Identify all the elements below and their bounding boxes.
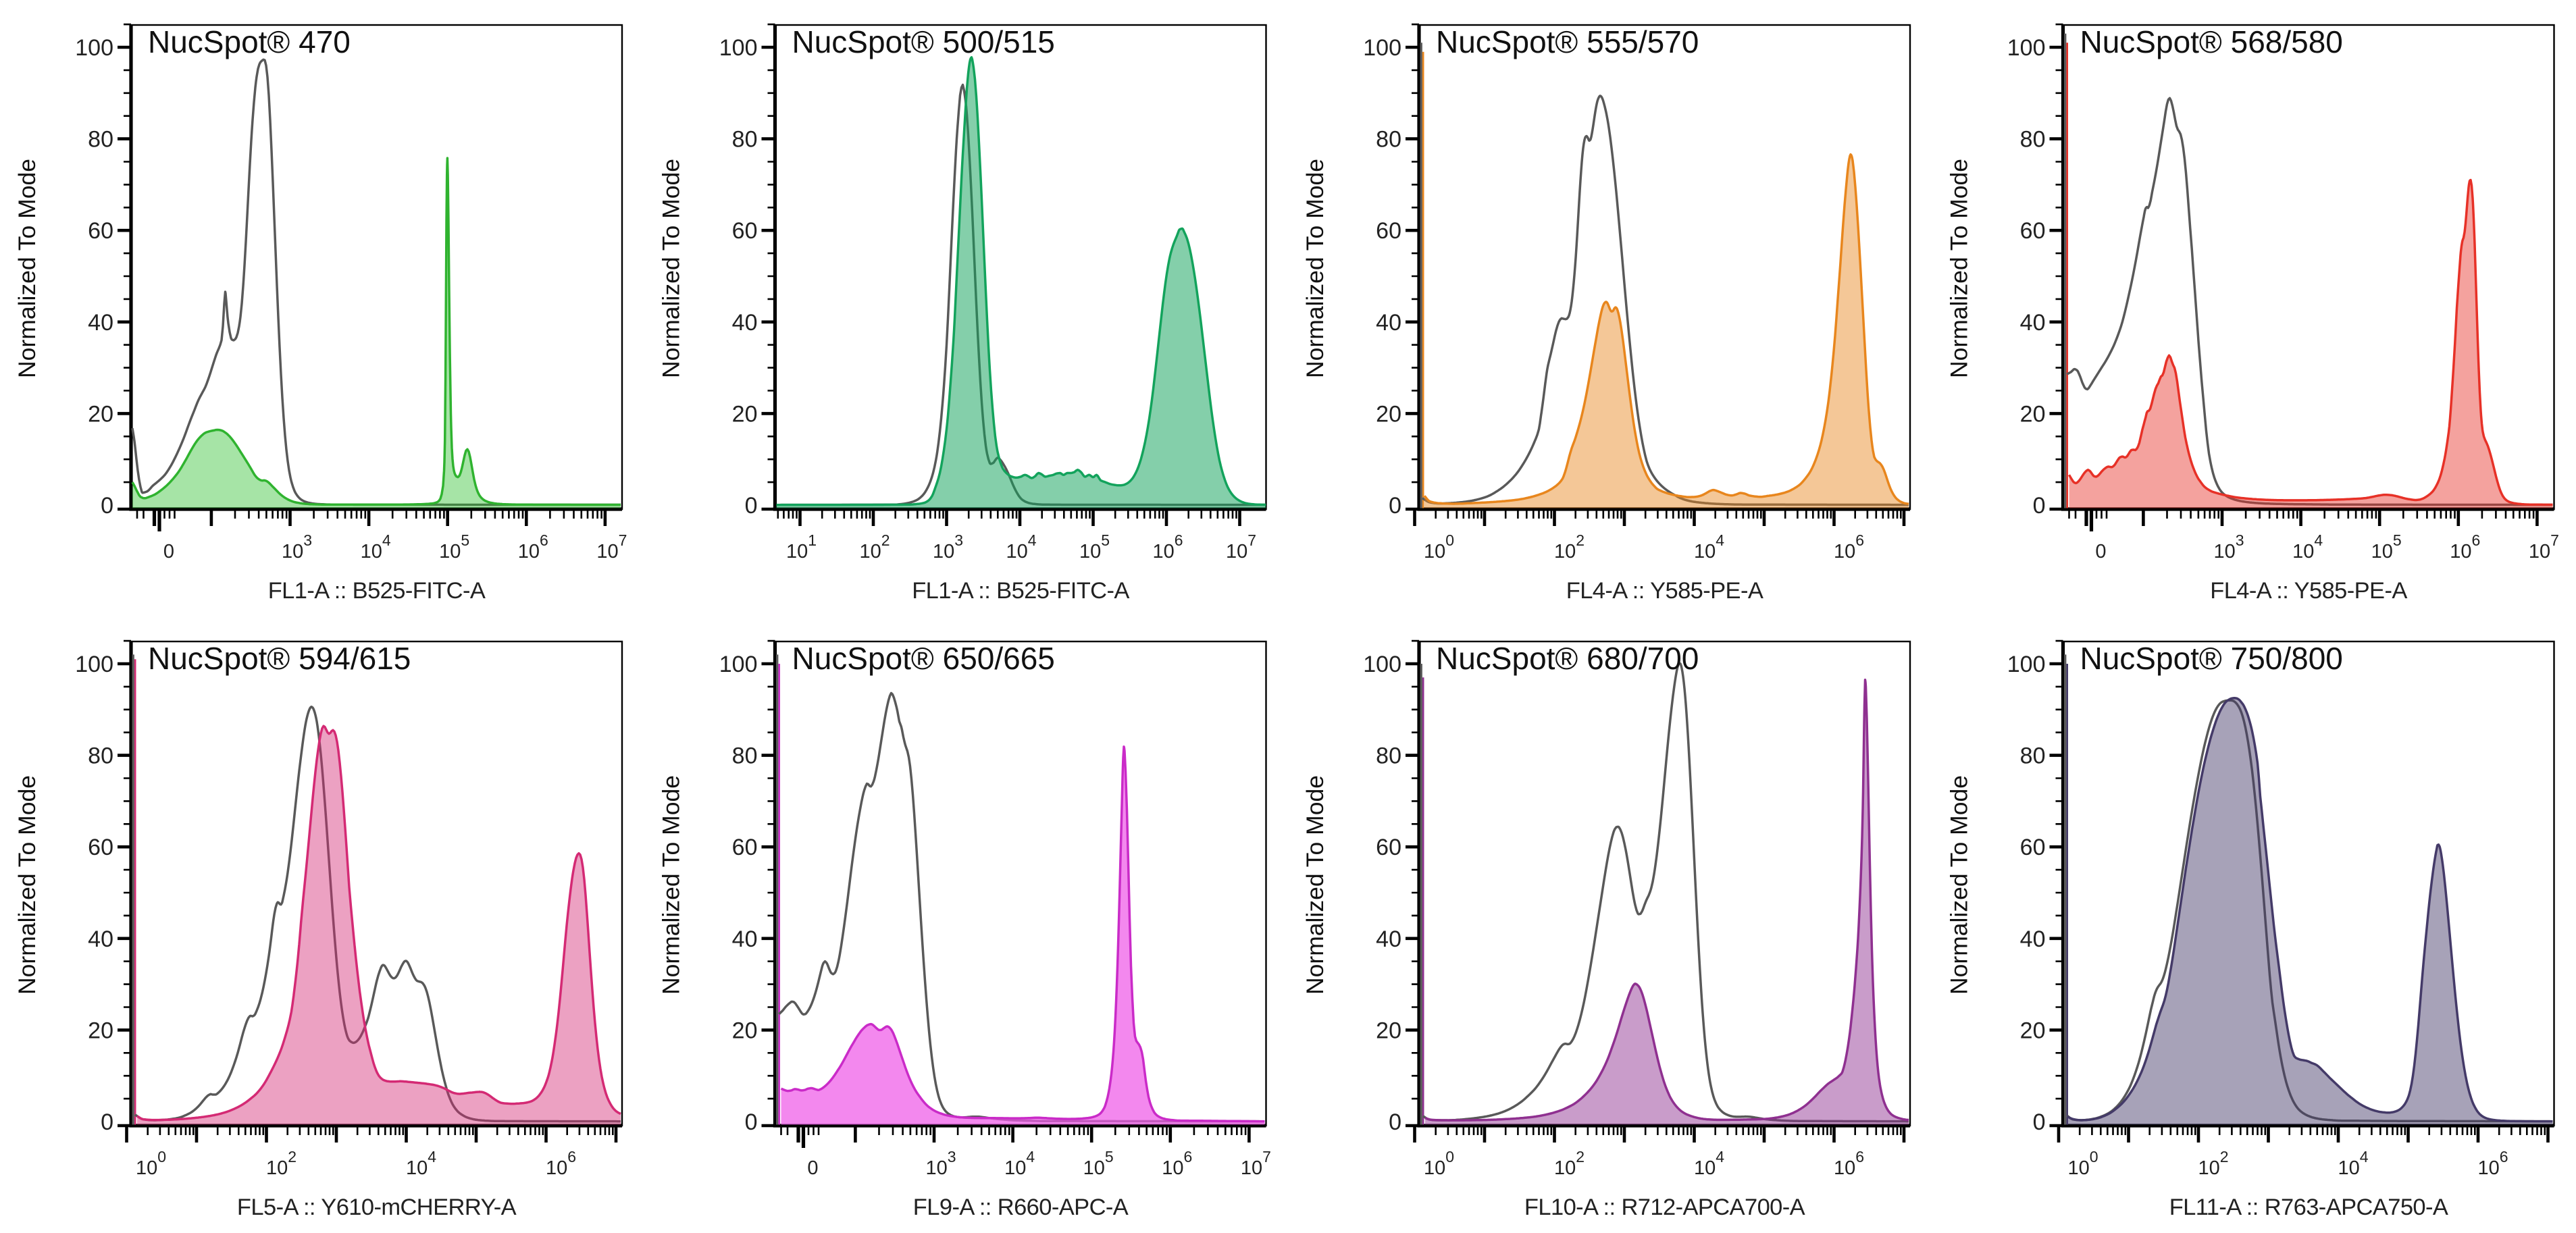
svg-text:FL4-A :: Y585-PE-A: FL4-A :: Y585-PE-A bbox=[2210, 578, 2407, 604]
svg-text:20: 20 bbox=[88, 401, 113, 427]
svg-text:60: 60 bbox=[1376, 218, 1401, 244]
svg-text:60: 60 bbox=[2020, 218, 2046, 244]
svg-text:80: 80 bbox=[1376, 127, 1401, 153]
svg-text:100: 100 bbox=[719, 652, 758, 677]
svg-text:100: 100 bbox=[75, 652, 113, 677]
svg-text:80: 80 bbox=[2020, 743, 2046, 769]
svg-text:0: 0 bbox=[101, 493, 113, 519]
svg-text:FL5-A :: Y610-mCHERRY-A: FL5-A :: Y610-mCHERRY-A bbox=[237, 1195, 517, 1220]
svg-text:100: 100 bbox=[2007, 652, 2046, 677]
svg-text:100: 100 bbox=[719, 35, 758, 61]
svg-text:FL1-A :: B525-FITC-A: FL1-A :: B525-FITC-A bbox=[912, 578, 1129, 604]
svg-text:20: 20 bbox=[1376, 401, 1401, 427]
svg-text:100: 100 bbox=[1363, 35, 1401, 61]
svg-text:FL11-A :: R763-APCA750-A: FL11-A :: R763-APCA750-A bbox=[2169, 1195, 2448, 1220]
svg-text:Normalized To Mode: Normalized To Mode bbox=[1946, 775, 1973, 995]
svg-text:0: 0 bbox=[2095, 541, 2106, 562]
svg-text:40: 40 bbox=[88, 310, 113, 336]
svg-text:80: 80 bbox=[732, 743, 758, 769]
svg-text:100: 100 bbox=[75, 35, 113, 61]
svg-text:0: 0 bbox=[1389, 493, 1401, 519]
svg-text:60: 60 bbox=[88, 218, 113, 244]
svg-text:60: 60 bbox=[732, 835, 758, 860]
svg-text:0: 0 bbox=[745, 1109, 758, 1135]
svg-text:Normalized To Mode: Normalized To Mode bbox=[1302, 159, 1329, 378]
svg-text:60: 60 bbox=[88, 835, 113, 860]
svg-text:40: 40 bbox=[1376, 310, 1401, 336]
svg-text:NucSpot® 650/665: NucSpot® 650/665 bbox=[792, 641, 1055, 676]
svg-text:NucSpot® 568/580: NucSpot® 568/580 bbox=[2080, 24, 2343, 59]
svg-text:0: 0 bbox=[807, 1157, 818, 1179]
svg-text:NucSpot® 750/800: NucSpot® 750/800 bbox=[2080, 641, 2343, 676]
svg-text:40: 40 bbox=[1376, 926, 1401, 952]
svg-text:0: 0 bbox=[2033, 1109, 2046, 1135]
svg-text:40: 40 bbox=[2020, 310, 2046, 336]
svg-text:Normalized To Mode: Normalized To Mode bbox=[1946, 159, 1973, 378]
svg-text:60: 60 bbox=[1376, 835, 1401, 860]
svg-text:FL1-A :: B525-FITC-A: FL1-A :: B525-FITC-A bbox=[268, 578, 486, 604]
svg-text:100: 100 bbox=[2007, 35, 2046, 61]
svg-text:80: 80 bbox=[88, 743, 113, 769]
svg-text:NucSpot® 555/570: NucSpot® 555/570 bbox=[1436, 24, 1699, 59]
svg-text:40: 40 bbox=[88, 926, 113, 952]
svg-text:NucSpot® 680/700: NucSpot® 680/700 bbox=[1436, 641, 1699, 676]
svg-text:NucSpot® 470: NucSpot® 470 bbox=[148, 24, 351, 59]
svg-text:FL4-A :: Y585-PE-A: FL4-A :: Y585-PE-A bbox=[1566, 578, 1763, 604]
svg-text:80: 80 bbox=[88, 127, 113, 153]
svg-text:0: 0 bbox=[2033, 493, 2046, 519]
svg-text:20: 20 bbox=[2020, 401, 2046, 427]
svg-text:0: 0 bbox=[1389, 1109, 1401, 1135]
svg-text:Normalized To Mode: Normalized To Mode bbox=[1302, 775, 1329, 995]
svg-text:40: 40 bbox=[732, 926, 758, 952]
svg-text:Normalized To Mode: Normalized To Mode bbox=[14, 775, 41, 995]
svg-text:Normalized To Mode: Normalized To Mode bbox=[658, 775, 685, 995]
svg-text:0: 0 bbox=[163, 541, 174, 562]
svg-text:80: 80 bbox=[732, 127, 758, 153]
svg-text:20: 20 bbox=[88, 1018, 113, 1043]
svg-text:NucSpot® 500/515: NucSpot® 500/515 bbox=[792, 24, 1055, 59]
svg-text:40: 40 bbox=[2020, 926, 2046, 952]
svg-text:60: 60 bbox=[732, 218, 758, 244]
svg-text:Normalized To Mode: Normalized To Mode bbox=[14, 159, 41, 378]
svg-text:40: 40 bbox=[732, 310, 758, 336]
svg-text:FL10-A :: R712-APCA700-A: FL10-A :: R712-APCA700-A bbox=[1524, 1195, 1805, 1220]
svg-text:NucSpot® 594/615: NucSpot® 594/615 bbox=[148, 641, 411, 676]
svg-text:60: 60 bbox=[2020, 835, 2046, 860]
svg-text:20: 20 bbox=[1376, 1018, 1401, 1043]
svg-text:80: 80 bbox=[2020, 127, 2046, 153]
svg-text:20: 20 bbox=[2020, 1018, 2046, 1043]
svg-text:20: 20 bbox=[732, 401, 758, 427]
svg-text:0: 0 bbox=[101, 1109, 113, 1135]
svg-text:Normalized To Mode: Normalized To Mode bbox=[658, 159, 685, 378]
svg-text:FL9-A :: R660-APC-A: FL9-A :: R660-APC-A bbox=[913, 1195, 1129, 1220]
svg-text:20: 20 bbox=[732, 1018, 758, 1043]
svg-text:0: 0 bbox=[745, 493, 758, 519]
svg-text:100: 100 bbox=[1363, 652, 1401, 677]
svg-text:80: 80 bbox=[1376, 743, 1401, 769]
